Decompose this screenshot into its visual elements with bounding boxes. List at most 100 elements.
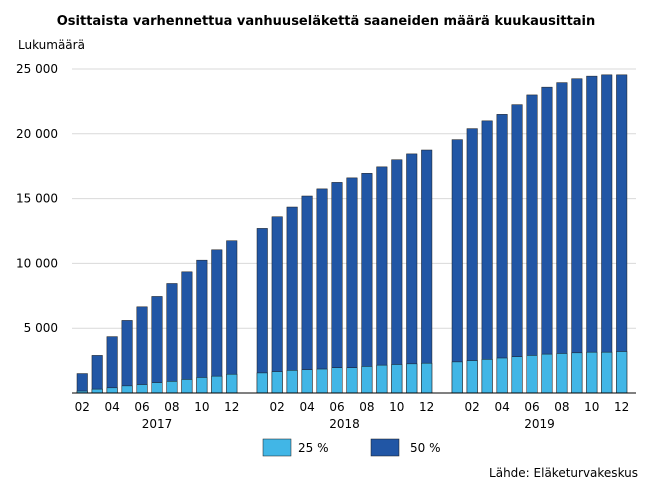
y-tick-label: 10 000 — [16, 256, 58, 270]
y-tick-label: 20 000 — [16, 127, 58, 141]
y-tick-label: 25 000 — [16, 62, 58, 76]
bar-25 — [406, 363, 418, 394]
bar-25 — [301, 369, 313, 394]
bar-50 — [271, 216, 283, 394]
bar-25 — [151, 382, 163, 394]
bar-50 — [91, 355, 103, 394]
bar-50 — [481, 120, 493, 394]
bar-25 — [136, 384, 148, 394]
x-tick-label: 04 — [105, 400, 120, 414]
legend-swatch-s50 — [370, 438, 400, 457]
bar-25 — [571, 352, 583, 394]
bar-50 — [316, 188, 328, 394]
bar-50 — [151, 296, 163, 394]
x-tick-label: 12 — [614, 400, 629, 414]
bar-25 — [316, 368, 328, 394]
bar-50 — [166, 283, 178, 394]
bar-50 — [466, 128, 478, 394]
bar-50 — [181, 271, 193, 394]
x-tick-label: 12 — [224, 400, 239, 414]
bar-25 — [421, 362, 433, 394]
chart-title: Osittaista varhennettua vanhuuseläkettä … — [57, 14, 596, 29]
bar-50 — [406, 153, 418, 394]
bar-50 — [346, 177, 358, 394]
x-tick-label: 08 — [164, 400, 179, 414]
bar-50 — [136, 306, 148, 394]
bar-25 — [106, 387, 118, 394]
x-tick-label: 10 — [389, 400, 404, 414]
x-tick-label: 06 — [134, 400, 149, 414]
source-note: Lähde: Eläketurvakeskus — [489, 466, 638, 480]
bar-50 — [616, 74, 628, 394]
bar-50 — [391, 159, 403, 394]
bar-25 — [121, 385, 133, 394]
bar-50 — [571, 78, 583, 394]
bar-50 — [361, 173, 373, 394]
bar-50 — [601, 74, 613, 394]
bar-50 — [496, 114, 508, 394]
legend-swatch-s25 — [262, 438, 292, 457]
year-label: 2019 — [524, 417, 555, 431]
bar-25 — [466, 360, 478, 394]
bar-50 — [421, 149, 433, 394]
bar-25 — [451, 361, 463, 394]
bar-25 — [196, 377, 208, 394]
legend-label-s25: 25 % — [298, 441, 329, 455]
year-label: 2017 — [142, 417, 173, 431]
bar-25 — [331, 367, 343, 394]
bar-50 — [586, 75, 598, 394]
bar-25 — [586, 351, 598, 394]
bar-50 — [331, 182, 343, 394]
bar-25 — [361, 366, 373, 394]
bar-25 — [226, 373, 238, 394]
x-tick-label: 06 — [329, 400, 344, 414]
bar-25 — [346, 367, 358, 394]
bar-25 — [511, 356, 523, 394]
bar-25 — [391, 364, 403, 394]
bar-25 — [211, 375, 223, 394]
y-tick-label: 5 000 — [24, 321, 58, 335]
bar-25 — [166, 381, 178, 394]
y-tick-label: 15 000 — [16, 192, 58, 206]
x-tick-label: 04 — [494, 400, 509, 414]
x-tick-label: 04 — [299, 400, 314, 414]
bar-25 — [496, 357, 508, 394]
x-tick-label: 08 — [359, 400, 374, 414]
bar-25 — [181, 379, 193, 394]
bar-50 — [106, 336, 118, 394]
bar-25 — [601, 351, 613, 394]
bar-50 — [376, 166, 388, 394]
bar-25 — [481, 359, 493, 394]
bar-25 — [616, 351, 628, 394]
x-tick-label: 06 — [524, 400, 539, 414]
bar-25 — [526, 355, 538, 394]
x-tick-label: 02 — [465, 400, 480, 414]
bar-50 — [451, 139, 463, 394]
bar-50 — [121, 320, 133, 394]
bar-25 — [256, 372, 268, 394]
bar-25 — [376, 364, 388, 394]
bar-25 — [286, 370, 298, 394]
x-tick-label: 02 — [270, 400, 285, 414]
bar-25 — [91, 388, 103, 394]
x-tick-label: 02 — [75, 400, 90, 414]
y-tick-labels: 5 000 10 000 15 000 20 000 25 000 — [16, 62, 58, 335]
bar-25 — [541, 353, 553, 394]
bar-50 — [76, 373, 88, 394]
x-tick-labels: 02 04 06 08 10 12 2017 02 04 06 08 10 12 2018 02 04 06 08… — [75, 400, 630, 431]
x-tick-label: 12 — [419, 400, 434, 414]
bar-50 — [541, 86, 553, 394]
bar-25 — [271, 371, 283, 394]
bars — [76, 74, 628, 394]
bar-50 — [211, 249, 223, 394]
bar-50 — [556, 82, 568, 394]
x-tick-label: 10 — [584, 400, 599, 414]
legend-label-s50: 50 % — [410, 441, 441, 455]
year-label: 2018 — [329, 417, 360, 431]
x-tick-label: 10 — [194, 400, 209, 414]
y-axis-label: Lukumäärä — [18, 38, 85, 52]
bar-50 — [226, 240, 238, 394]
bar-25 — [556, 353, 568, 394]
bar-50 — [511, 104, 523, 394]
